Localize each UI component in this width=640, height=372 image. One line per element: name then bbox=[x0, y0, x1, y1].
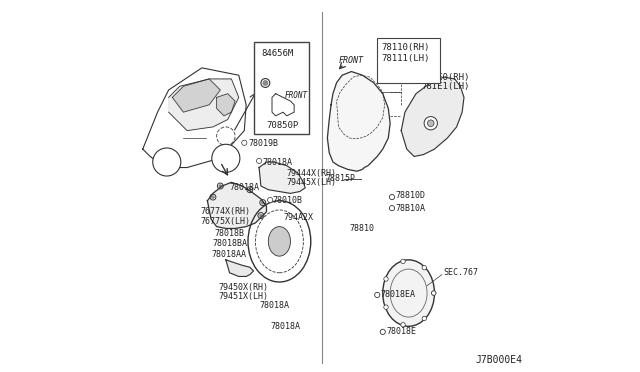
Text: 78018A: 78018A bbox=[263, 157, 292, 167]
FancyBboxPatch shape bbox=[377, 38, 440, 83]
Circle shape bbox=[431, 291, 436, 295]
Polygon shape bbox=[168, 79, 239, 131]
Text: 78IE0(RH): 78IE0(RH) bbox=[422, 73, 470, 81]
Text: 78018A: 78018A bbox=[230, 183, 260, 192]
Text: 70850P: 70850P bbox=[266, 121, 299, 129]
Circle shape bbox=[212, 196, 214, 198]
Text: 78815P: 78815P bbox=[326, 174, 356, 183]
Polygon shape bbox=[226, 260, 253, 276]
Circle shape bbox=[260, 214, 262, 217]
FancyBboxPatch shape bbox=[253, 42, 309, 134]
Circle shape bbox=[431, 291, 436, 295]
Text: 78B10A: 78B10A bbox=[396, 203, 426, 213]
Circle shape bbox=[260, 200, 266, 206]
Text: 78111(LH): 78111(LH) bbox=[381, 54, 429, 63]
Polygon shape bbox=[259, 162, 305, 193]
Ellipse shape bbox=[383, 260, 435, 326]
Text: 78010B: 78010B bbox=[272, 196, 302, 205]
Circle shape bbox=[389, 206, 395, 211]
Polygon shape bbox=[216, 94, 235, 116]
Circle shape bbox=[380, 329, 385, 334]
Text: FRONT: FRONT bbox=[339, 56, 364, 65]
Circle shape bbox=[262, 202, 264, 204]
Text: 78018E: 78018E bbox=[387, 327, 417, 336]
Circle shape bbox=[218, 150, 234, 166]
Circle shape bbox=[401, 259, 405, 264]
Circle shape bbox=[212, 144, 240, 172]
Circle shape bbox=[247, 187, 253, 193]
Circle shape bbox=[258, 212, 264, 218]
Text: 78018BA: 78018BA bbox=[213, 239, 248, 248]
Text: FRONT: FRONT bbox=[285, 91, 308, 100]
Circle shape bbox=[389, 195, 395, 200]
Circle shape bbox=[159, 154, 175, 170]
Circle shape bbox=[268, 198, 273, 203]
Circle shape bbox=[218, 183, 223, 189]
Circle shape bbox=[401, 323, 405, 327]
Text: 78018AA: 78018AA bbox=[211, 250, 246, 259]
Text: SEC.767: SEC.767 bbox=[444, 267, 479, 276]
Text: 79445X(LH): 79445X(LH) bbox=[287, 178, 337, 187]
Circle shape bbox=[242, 140, 247, 145]
Circle shape bbox=[428, 120, 434, 126]
Text: 78110(RH): 78110(RH) bbox=[381, 43, 429, 52]
Text: 794A2X: 794A2X bbox=[283, 213, 313, 222]
Circle shape bbox=[374, 292, 380, 298]
Text: 78018A: 78018A bbox=[270, 322, 300, 331]
Text: 78IE1(LH): 78IE1(LH) bbox=[422, 82, 470, 91]
Circle shape bbox=[424, 116, 437, 130]
Circle shape bbox=[220, 185, 221, 187]
Text: 84656M: 84656M bbox=[261, 49, 293, 58]
Text: 78018A: 78018A bbox=[259, 301, 289, 311]
Text: 79450X(RH): 79450X(RH) bbox=[218, 283, 268, 292]
Circle shape bbox=[210, 194, 216, 200]
Circle shape bbox=[153, 148, 181, 176]
Text: 79451X(LH): 79451X(LH) bbox=[218, 292, 268, 301]
Polygon shape bbox=[207, 182, 266, 228]
Polygon shape bbox=[401, 77, 464, 157]
Text: 78018EA: 78018EA bbox=[381, 291, 416, 299]
Circle shape bbox=[422, 266, 426, 270]
Circle shape bbox=[257, 158, 262, 163]
Circle shape bbox=[422, 316, 426, 321]
Text: 79444X(RH): 79444X(RH) bbox=[287, 169, 337, 177]
Text: 76775X(LH): 76775X(LH) bbox=[200, 217, 250, 225]
Text: 78019B: 78019B bbox=[248, 139, 278, 148]
Text: 78018B: 78018B bbox=[215, 230, 244, 238]
Text: J7B000E4: J7B000E4 bbox=[475, 355, 522, 365]
Circle shape bbox=[249, 189, 251, 191]
Polygon shape bbox=[172, 79, 220, 112]
Ellipse shape bbox=[268, 227, 291, 256]
Circle shape bbox=[384, 305, 388, 310]
Circle shape bbox=[384, 277, 388, 281]
Polygon shape bbox=[328, 71, 390, 171]
Circle shape bbox=[263, 81, 268, 85]
Text: 78810: 78810 bbox=[349, 224, 374, 233]
Text: 78810D: 78810D bbox=[396, 191, 426, 200]
Text: 76774X(RH): 76774X(RH) bbox=[200, 207, 250, 217]
